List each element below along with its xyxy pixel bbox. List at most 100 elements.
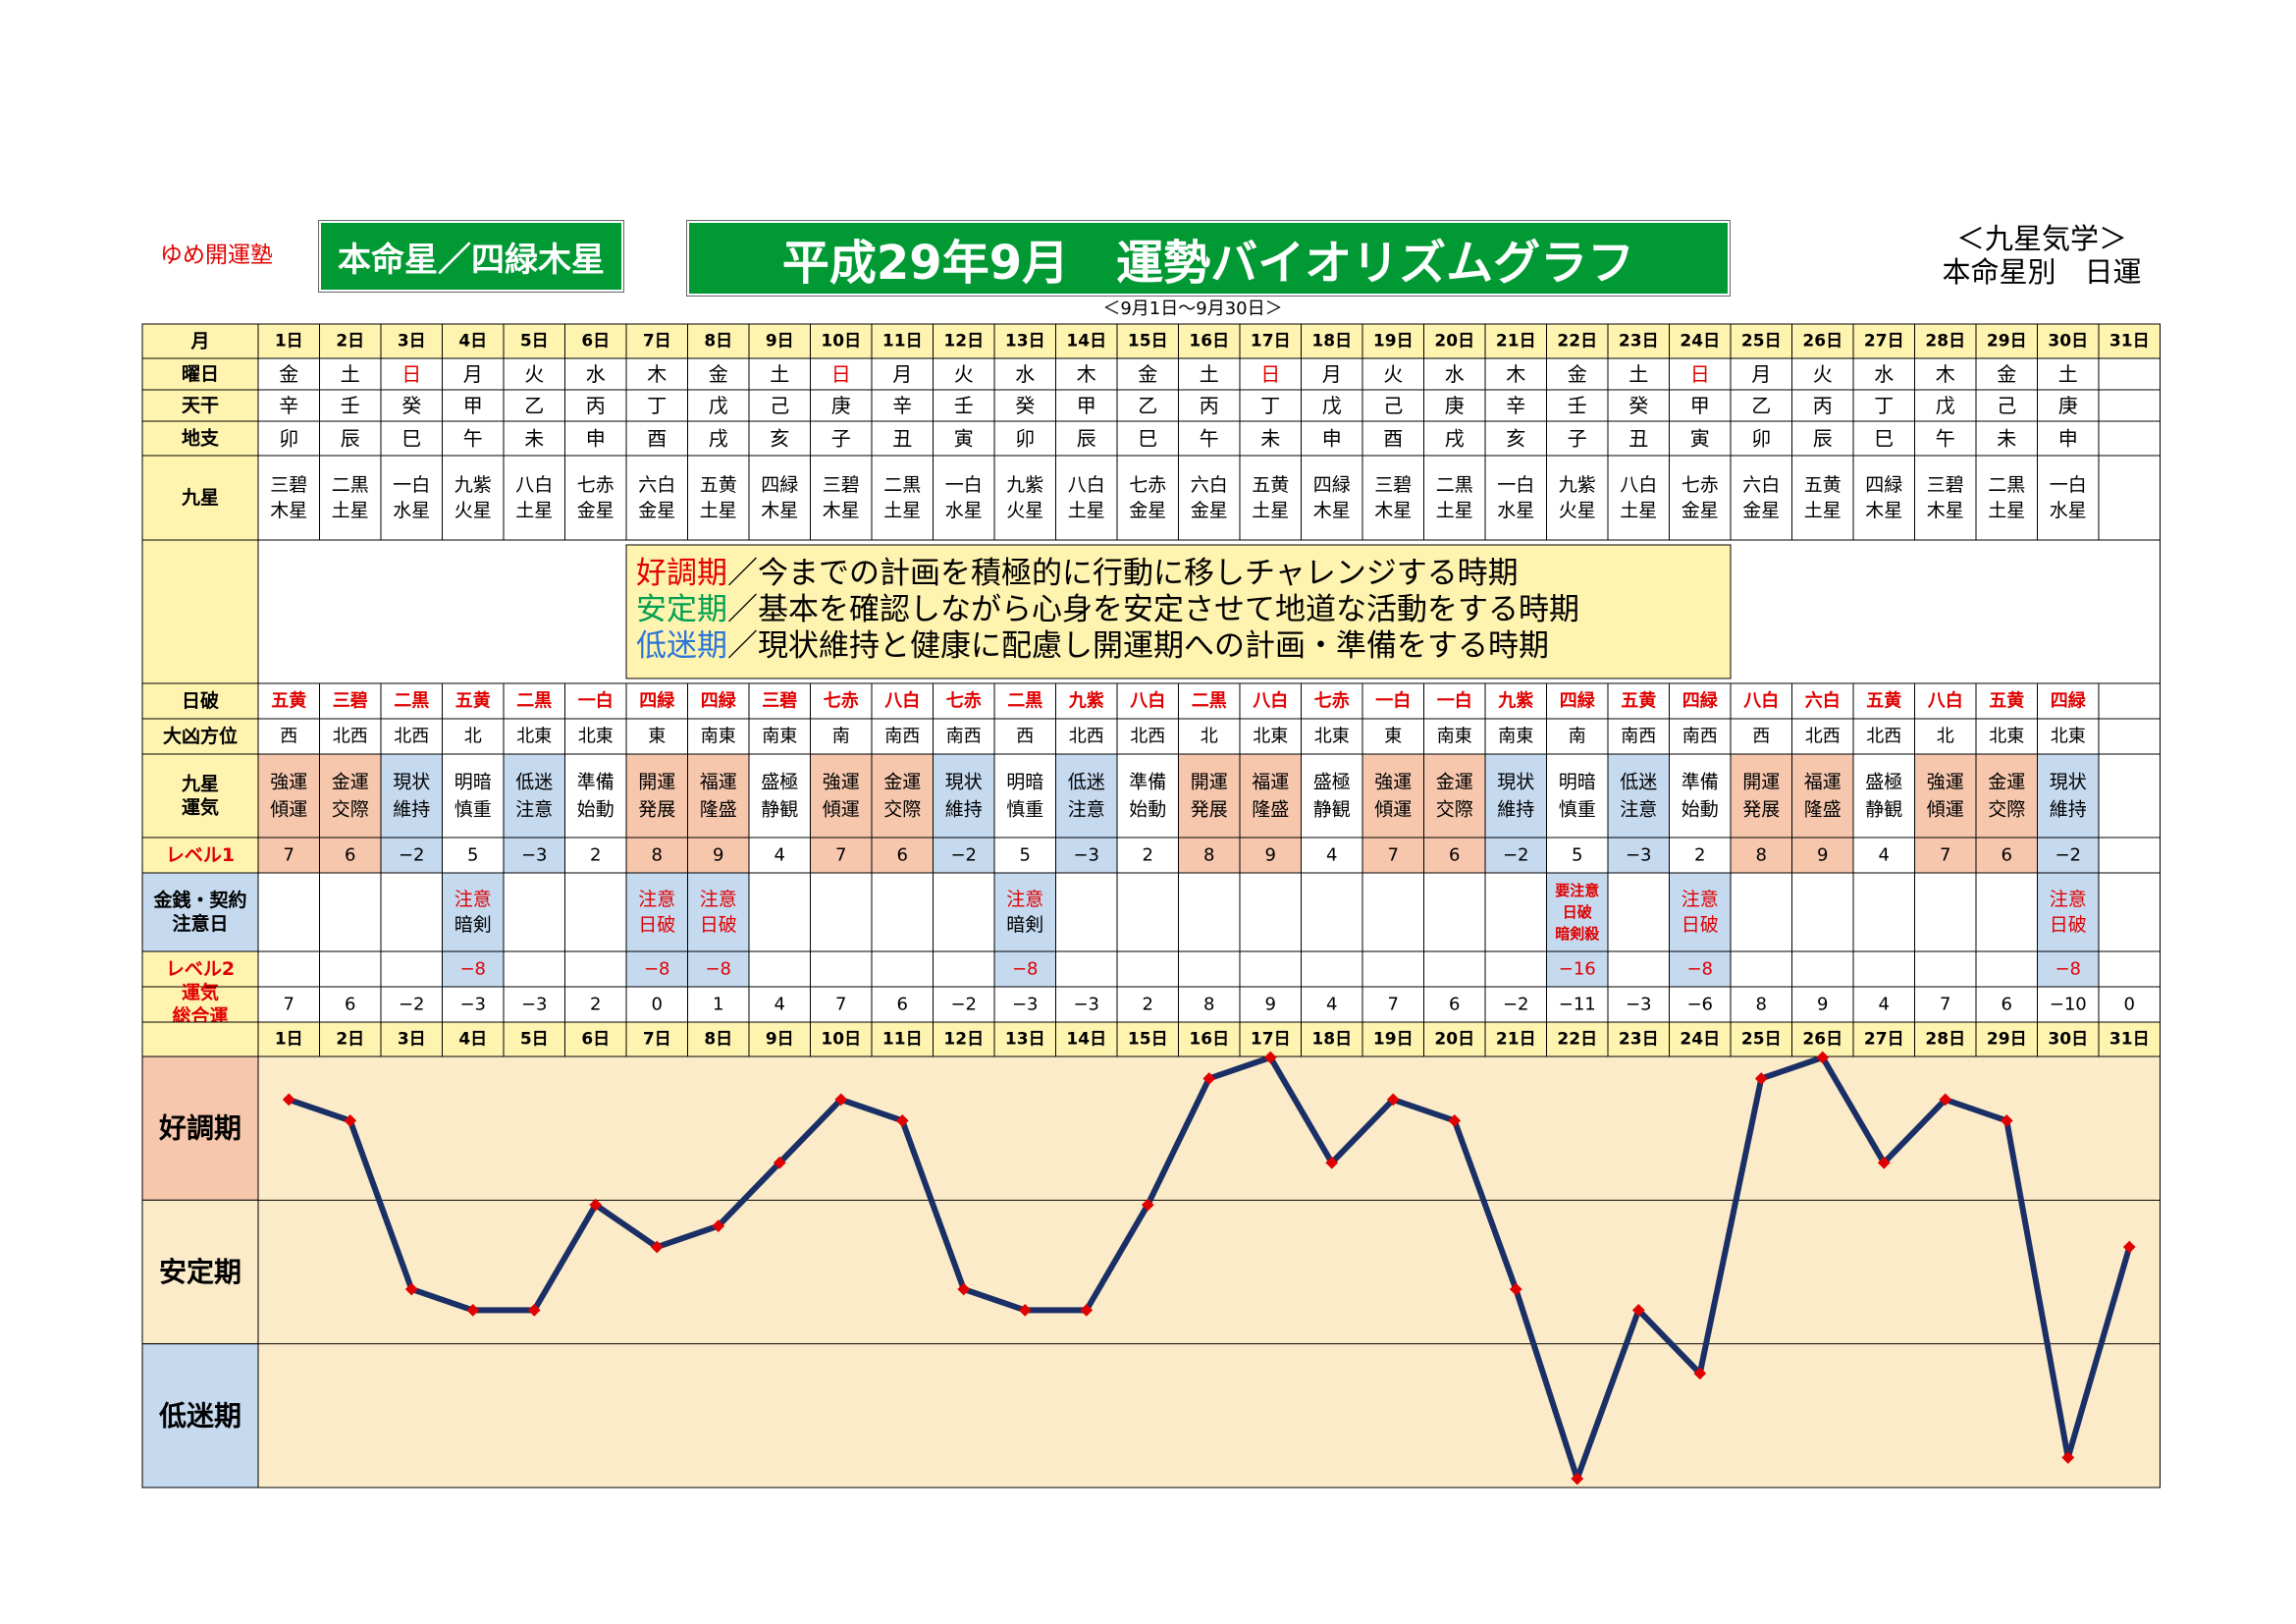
kyusei-cell: 土星 xyxy=(883,500,921,521)
unki-cell: 明暗 xyxy=(1006,772,1043,793)
kyusei-cell: 木星 xyxy=(823,500,860,521)
cell-weekday xyxy=(1423,357,1486,391)
cell-daikyo xyxy=(2098,718,2161,755)
tenkan-cell: 甲 xyxy=(1077,394,1096,417)
day-label: 28日 xyxy=(1925,332,1965,352)
nippa-cell: 八白 xyxy=(884,690,920,712)
cell-level2 xyxy=(1914,950,1977,988)
level1-cell: −2 xyxy=(2055,845,2081,866)
caution-cell: 注意 xyxy=(2050,889,2087,910)
cell-days2 xyxy=(503,1021,565,1057)
daikyo-cell: 南東 xyxy=(701,727,736,747)
cell-level1 xyxy=(2037,837,2100,874)
cell-daikyo xyxy=(1178,718,1241,755)
nippa-cell: 四緑 xyxy=(639,690,675,712)
cell-unki xyxy=(1669,753,1732,839)
unki-cell: 盛極 xyxy=(1313,772,1351,793)
day-label: 10日 xyxy=(821,1030,861,1050)
tenkan-cell: 戊 xyxy=(1936,394,1955,417)
daikyo-cell: 西 xyxy=(280,727,297,747)
kyusei-cell: 五黄 xyxy=(1804,474,1842,496)
kyusei-cell: 九紫 xyxy=(454,474,492,496)
cell-nippa xyxy=(1116,682,1179,720)
data-point xyxy=(1080,1304,1094,1317)
unki-cell: 注意 xyxy=(1068,799,1105,821)
chishi-cell: 午 xyxy=(1936,427,1955,451)
day-label: 11日 xyxy=(882,1030,923,1050)
cell-level1 xyxy=(2098,837,2161,874)
row-label-caution xyxy=(141,872,259,952)
kyusei-cell: 一白 xyxy=(393,474,430,496)
cell-nippa xyxy=(933,682,995,720)
cell-nippa xyxy=(380,682,443,720)
chishi-cell: 戌 xyxy=(1445,427,1465,451)
data-point xyxy=(2061,1451,2075,1464)
cell-caution xyxy=(1484,872,1547,952)
cell-caution xyxy=(2098,872,2161,952)
chishi-cell: 午 xyxy=(1200,427,1219,451)
cell-days2 xyxy=(1852,1021,1915,1057)
day-label: 29日 xyxy=(1987,1030,2027,1050)
daikyo-cell: 北東 xyxy=(2051,727,2086,747)
cell-total xyxy=(1975,986,2038,1023)
kyusei-cell: 木星 xyxy=(270,500,307,521)
data-point xyxy=(1386,1093,1400,1107)
cell-kyusei xyxy=(2098,455,2161,541)
total-cell: 0 xyxy=(2124,995,2135,1015)
cell-level2 xyxy=(380,950,443,988)
nippa-cell: 四緑 xyxy=(1682,690,1719,712)
kyusei-cell: 土星 xyxy=(700,500,737,521)
kyusei-cell: 土星 xyxy=(1436,500,1473,521)
day-label: 12日 xyxy=(943,1030,984,1050)
cell-unki xyxy=(933,753,995,839)
cell-month xyxy=(871,323,934,359)
chishi-cell: 辰 xyxy=(1077,427,1096,451)
kyusei-cell: 三碧 xyxy=(1927,474,1964,496)
cell-weekday xyxy=(1852,357,1915,391)
cell-weekday xyxy=(319,357,382,391)
nippa-cell: 二黒 xyxy=(1007,691,1042,712)
cell-kyusei xyxy=(1669,455,1732,541)
day-label: 27日 xyxy=(1864,332,1904,352)
day-label: 6日 xyxy=(581,1030,610,1050)
day-label: 15日 xyxy=(1128,1030,1168,1050)
cell-tenkan xyxy=(1301,389,1363,422)
cell-chishi xyxy=(1546,420,1609,457)
cell-caution xyxy=(1852,872,1915,952)
weekday-cell: 水 xyxy=(1445,362,1465,386)
weekday-cell: 火 xyxy=(524,362,544,386)
total-cell: 7 xyxy=(1388,995,1399,1015)
caution-cell: 注意 xyxy=(454,889,492,910)
cell-chishi xyxy=(687,420,750,457)
unki-cell: 交際 xyxy=(332,799,369,821)
kyusei-cell: 八白 xyxy=(1068,474,1105,496)
kyusei-cell: 土星 xyxy=(1988,500,2025,521)
day-label: 31日 xyxy=(2109,1030,2150,1050)
data-point xyxy=(1448,1113,1462,1127)
tenkan-cell: 乙 xyxy=(1751,394,1771,417)
kyusei-cell: 三碧 xyxy=(270,474,307,496)
tenkan-cell: 癸 xyxy=(401,394,421,417)
day-label: 18日 xyxy=(1311,332,1352,352)
daikyo-cell: 西 xyxy=(1752,727,1770,747)
cell-caution xyxy=(993,872,1056,952)
cell-nippa xyxy=(1791,682,1854,720)
cell-unki xyxy=(993,753,1056,839)
cell-caution xyxy=(871,872,934,952)
cell-kyusei xyxy=(1852,455,1915,541)
kyusei-cell: 八白 xyxy=(1620,474,1657,496)
kyusei-cell: 二黒 xyxy=(883,474,921,496)
tenkan-cell: 辛 xyxy=(1506,394,1525,417)
unki-cell: 慎重 xyxy=(1006,799,1043,821)
cell-unki xyxy=(1362,753,1424,839)
unki-cell: 福運 xyxy=(1804,772,1842,793)
kyusei-cell: 水星 xyxy=(945,500,983,521)
cell-month xyxy=(319,323,382,359)
daikyo-cell: 北西 xyxy=(1069,727,1104,747)
cell-days2 xyxy=(2098,1021,2161,1057)
kyusei-cell: 土星 xyxy=(332,500,369,521)
row-label-text-unki: 九星 xyxy=(181,774,219,795)
caution-cell: 日破 xyxy=(1563,903,1592,921)
level1-cell: −3 xyxy=(1626,845,1652,866)
kyusei-cell: 土星 xyxy=(1068,500,1105,521)
